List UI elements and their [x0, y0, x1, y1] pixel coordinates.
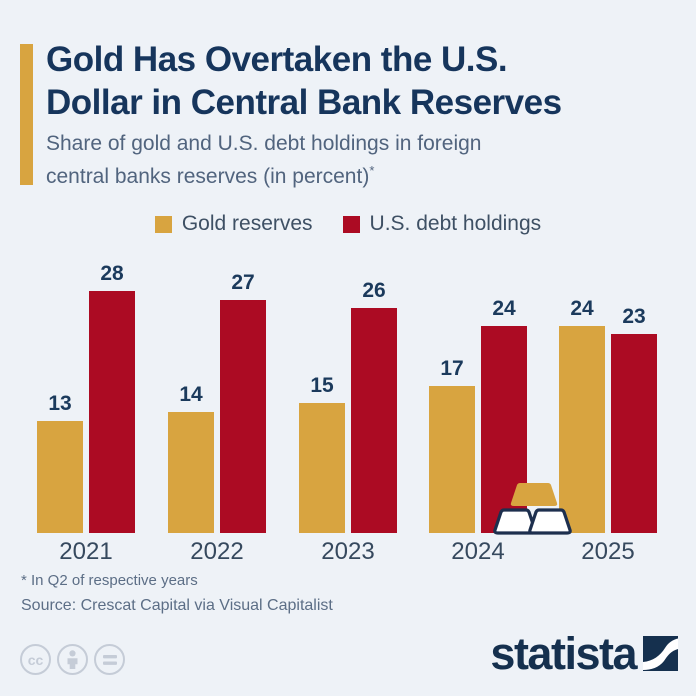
license-icons: cc — [20, 644, 125, 675]
gold-swatch-icon — [154, 215, 172, 233]
creative-commons-icon[interactable]: cc — [20, 644, 51, 675]
bar-debt-2023 — [351, 308, 397, 533]
bar-debt-2025 — [611, 334, 657, 533]
title-accent-bar — [20, 44, 33, 185]
bar-gold-2022 — [168, 412, 214, 533]
source-credit: Source: Crescat Capital via Visual Capit… — [21, 597, 333, 614]
legend-label: Gold reserves — [181, 212, 313, 235]
x-axis-label-2023: 2023 — [321, 538, 375, 565]
bar-debt-2022 — [220, 300, 266, 533]
title-line-1: Gold Has Overtaken the U.S. — [46, 40, 508, 79]
gold-ingots-illustration — [493, 483, 572, 535]
bar-value-label: 23 — [622, 305, 646, 328]
footnote: * In Q2 of respective years — [21, 572, 198, 589]
bar-value-label: 15 — [310, 374, 334, 397]
subtitle-line-2: central banks reserves (in percent)* — [46, 163, 375, 188]
subtitle-line-1: Share of gold and U.S. debt holdings in … — [46, 132, 482, 155]
legend-item-us-debt-holdings: U.S. debt holdings — [342, 212, 542, 236]
legend-item-gold-reserves: Gold reserves — [154, 212, 313, 236]
x-axis-label-2021: 2021 — [59, 538, 113, 565]
bar-gold-2023 — [299, 403, 345, 533]
red-swatch-icon — [342, 215, 360, 233]
equals-icon[interactable] — [94, 644, 125, 675]
bar-value-label: 27 — [231, 271, 255, 294]
bar-value-label: 26 — [362, 279, 386, 302]
bar-value-label: 17 — [440, 357, 464, 380]
footnote-marker: * — [369, 163, 375, 178]
bar-value-label: 28 — [100, 262, 124, 285]
bar-value-label: 24 — [492, 297, 516, 320]
bar-value-label: 24 — [570, 297, 594, 320]
statista-logo[interactable]: statista — [490, 627, 678, 679]
subtitle: Share of gold and U.S. debt holdings in … — [46, 130, 481, 190]
x-axis-label-2024: 2024 — [451, 538, 505, 565]
bar-value-label: 13 — [48, 392, 72, 415]
bar-debt-2021 — [89, 291, 135, 533]
bar-gold-2024 — [429, 386, 475, 533]
statista-swoosh-icon — [643, 636, 678, 671]
x-axis-label-2025: 2025 — [581, 538, 635, 565]
x-axis-label-2022: 2022 — [190, 538, 244, 565]
bar-gold-2021 — [37, 421, 83, 533]
statista-wordmark: statista — [490, 627, 637, 679]
legend-label: U.S. debt holdings — [369, 212, 542, 235]
bar-value-label: 14 — [179, 383, 203, 406]
page-title: Gold Has Overtaken the U.S. Dollar in Ce… — [46, 38, 562, 124]
title-line-2: Dollar in Central Bank Reserves — [46, 83, 562, 122]
attribution-person-icon[interactable] — [57, 644, 88, 675]
chart-legend: Gold reserves U.S. debt holdings — [0, 212, 696, 236]
bar-gold-2025 — [559, 326, 605, 533]
